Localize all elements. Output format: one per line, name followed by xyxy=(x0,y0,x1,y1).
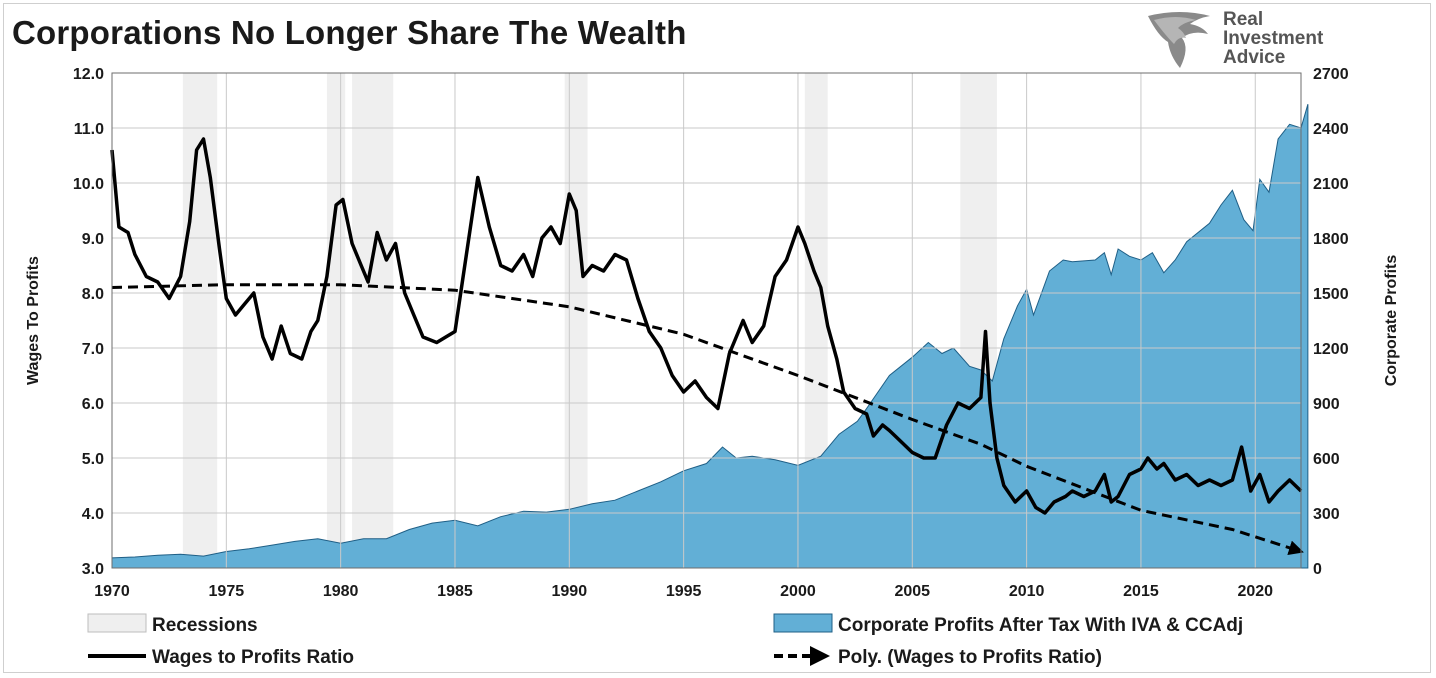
chart-frame xyxy=(3,3,1431,673)
logo-line-1: Real xyxy=(1223,9,1264,30)
page-title: Corporations No Longer Share The Wealth xyxy=(12,14,687,51)
logo-line-3: Advice xyxy=(1223,47,1286,68)
eagle-head-icon xyxy=(1148,12,1210,68)
logo-line-2: Investment xyxy=(1223,28,1324,49)
logo-text: Real Investment Advice xyxy=(1223,10,1323,67)
